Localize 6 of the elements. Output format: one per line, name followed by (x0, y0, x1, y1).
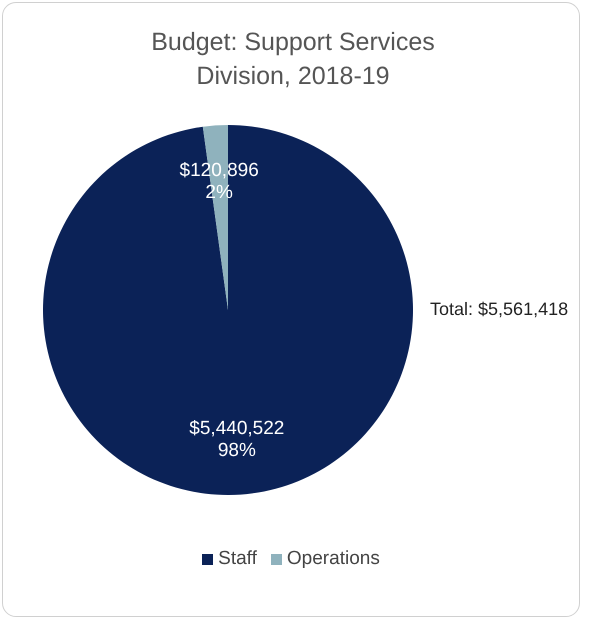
text: Total: $5,561,418 (430, 299, 568, 320)
legend-label: Staff (217, 548, 257, 570)
legend-label: Operations (286, 548, 380, 570)
data-label: $5,440,522 98% (189, 418, 284, 462)
chart-title: Budget: Support Services Division, 2018-19 (150, 27, 436, 92)
pie-slice (43, 125, 413, 495)
